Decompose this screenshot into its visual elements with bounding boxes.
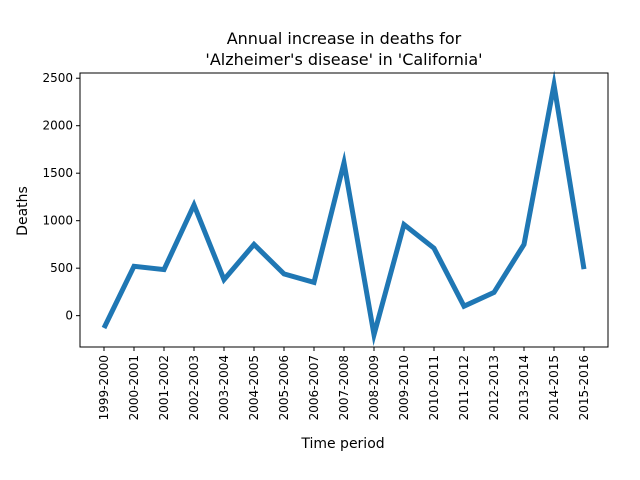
y-axis-label: Deaths [15,186,31,236]
x-tick-label: 2004-2005 [247,355,261,420]
x-tick-label: 2002-2003 [187,355,201,420]
x-tick-label: 2008-2009 [367,355,381,420]
plot-area: 0 500 1000 1500 2000 2500 1999-2000 2000-2001 20… [42,70,591,420]
chart-title-line-2: 'Alzheimer's disease' in 'California' [205,50,482,69]
x-axis-label: Time period [300,436,384,452]
x-tick-label: 2010-2011 [427,355,441,420]
x-tick-label: 1999-2000 [97,355,111,420]
axes-frame [79,72,609,348]
x-tick-label: 2014-2015 [547,355,561,420]
x-tick-label: 2001-2002 [157,355,171,420]
x-tick-label: 2012-2013 [487,355,501,420]
x-tick-label: 2006-2007 [307,355,321,420]
x-tick-label: 2005-2006 [277,355,291,420]
y-tick-label: 500 [50,261,73,275]
y-tick-label: 2000 [42,119,73,133]
x-tick-label: 2009-2010 [397,355,411,420]
y-tick-label: 1500 [42,166,73,180]
y-tick-label: 1000 [42,214,73,228]
x-tick-label: 2003-2004 [217,355,231,420]
y-tick-label: 2500 [42,71,73,85]
x-tick-label: 2007-2008 [337,355,351,420]
x-tick-label: 2015-2016 [577,355,591,420]
y-tick-label: 0 [65,309,73,323]
x-tick-label: 2013-2014 [517,355,531,420]
series-line [101,70,587,347]
x-tick-label: 2011-2012 [457,355,471,420]
chart-title-line-1: Annual increase in deaths for [227,29,462,48]
x-tick-label: 2000-2001 [127,355,141,420]
